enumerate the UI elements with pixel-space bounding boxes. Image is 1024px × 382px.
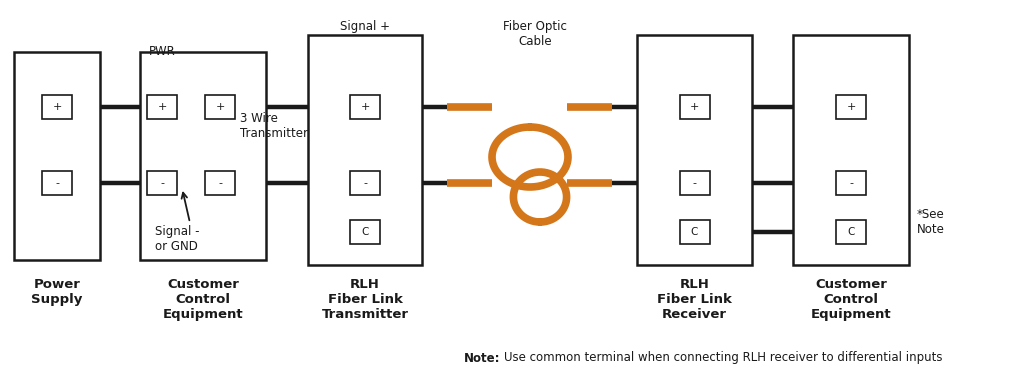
Text: Customer
Control
Equipment: Customer Control Equipment: [811, 278, 891, 321]
Bar: [42, 95, 72, 119]
Bar: [350, 220, 380, 244]
Bar: [205, 95, 234, 119]
Text: +: +: [846, 102, 856, 112]
Bar: [637, 35, 752, 265]
Bar: [836, 220, 866, 244]
Text: +: +: [158, 102, 167, 112]
Text: RLH
Fiber Link
Receiver: RLH Fiber Link Receiver: [657, 278, 732, 321]
Text: +: +: [690, 102, 699, 112]
Text: C: C: [847, 227, 855, 237]
Bar: [147, 95, 177, 119]
Bar: [836, 171, 866, 195]
Text: -: -: [362, 178, 367, 188]
Bar: [836, 95, 866, 119]
Bar: [147, 171, 177, 195]
Bar: [308, 35, 422, 265]
Bar: [680, 171, 710, 195]
Bar: [793, 35, 909, 265]
Bar: [14, 52, 100, 260]
Text: Signal +: Signal +: [340, 20, 390, 33]
Text: Use common terminal when connecting RLH receiver to differential inputs: Use common terminal when connecting RLH …: [504, 351, 942, 364]
Text: -: -: [692, 178, 696, 188]
Bar: [205, 171, 234, 195]
Bar: [350, 95, 380, 119]
Text: RLH
Fiber Link
Transmitter: RLH Fiber Link Transmitter: [322, 278, 409, 321]
Text: *See
Note: *See Note: [918, 208, 945, 236]
Bar: [680, 220, 710, 244]
Text: +: +: [360, 102, 370, 112]
Bar: [42, 171, 72, 195]
Text: Customer
Control
Equipment: Customer Control Equipment: [163, 278, 244, 321]
Bar: [350, 171, 380, 195]
Text: C: C: [361, 227, 369, 237]
Text: Note:: Note:: [464, 351, 500, 364]
Text: -: -: [55, 178, 59, 188]
Text: Signal -
or GND: Signal - or GND: [155, 225, 200, 253]
Text: 3 Wire
Transmitter: 3 Wire Transmitter: [240, 112, 308, 140]
Bar: [140, 52, 266, 260]
Text: C: C: [691, 227, 698, 237]
Text: PWR: PWR: [148, 45, 175, 58]
Text: Power
Supply: Power Supply: [32, 278, 83, 306]
Text: -: -: [218, 178, 222, 188]
Text: +: +: [52, 102, 61, 112]
Text: +: +: [215, 102, 224, 112]
Bar: [680, 95, 710, 119]
Text: Fiber Optic
Cable: Fiber Optic Cable: [503, 20, 567, 48]
Text: -: -: [160, 178, 164, 188]
Text: -: -: [849, 178, 853, 188]
